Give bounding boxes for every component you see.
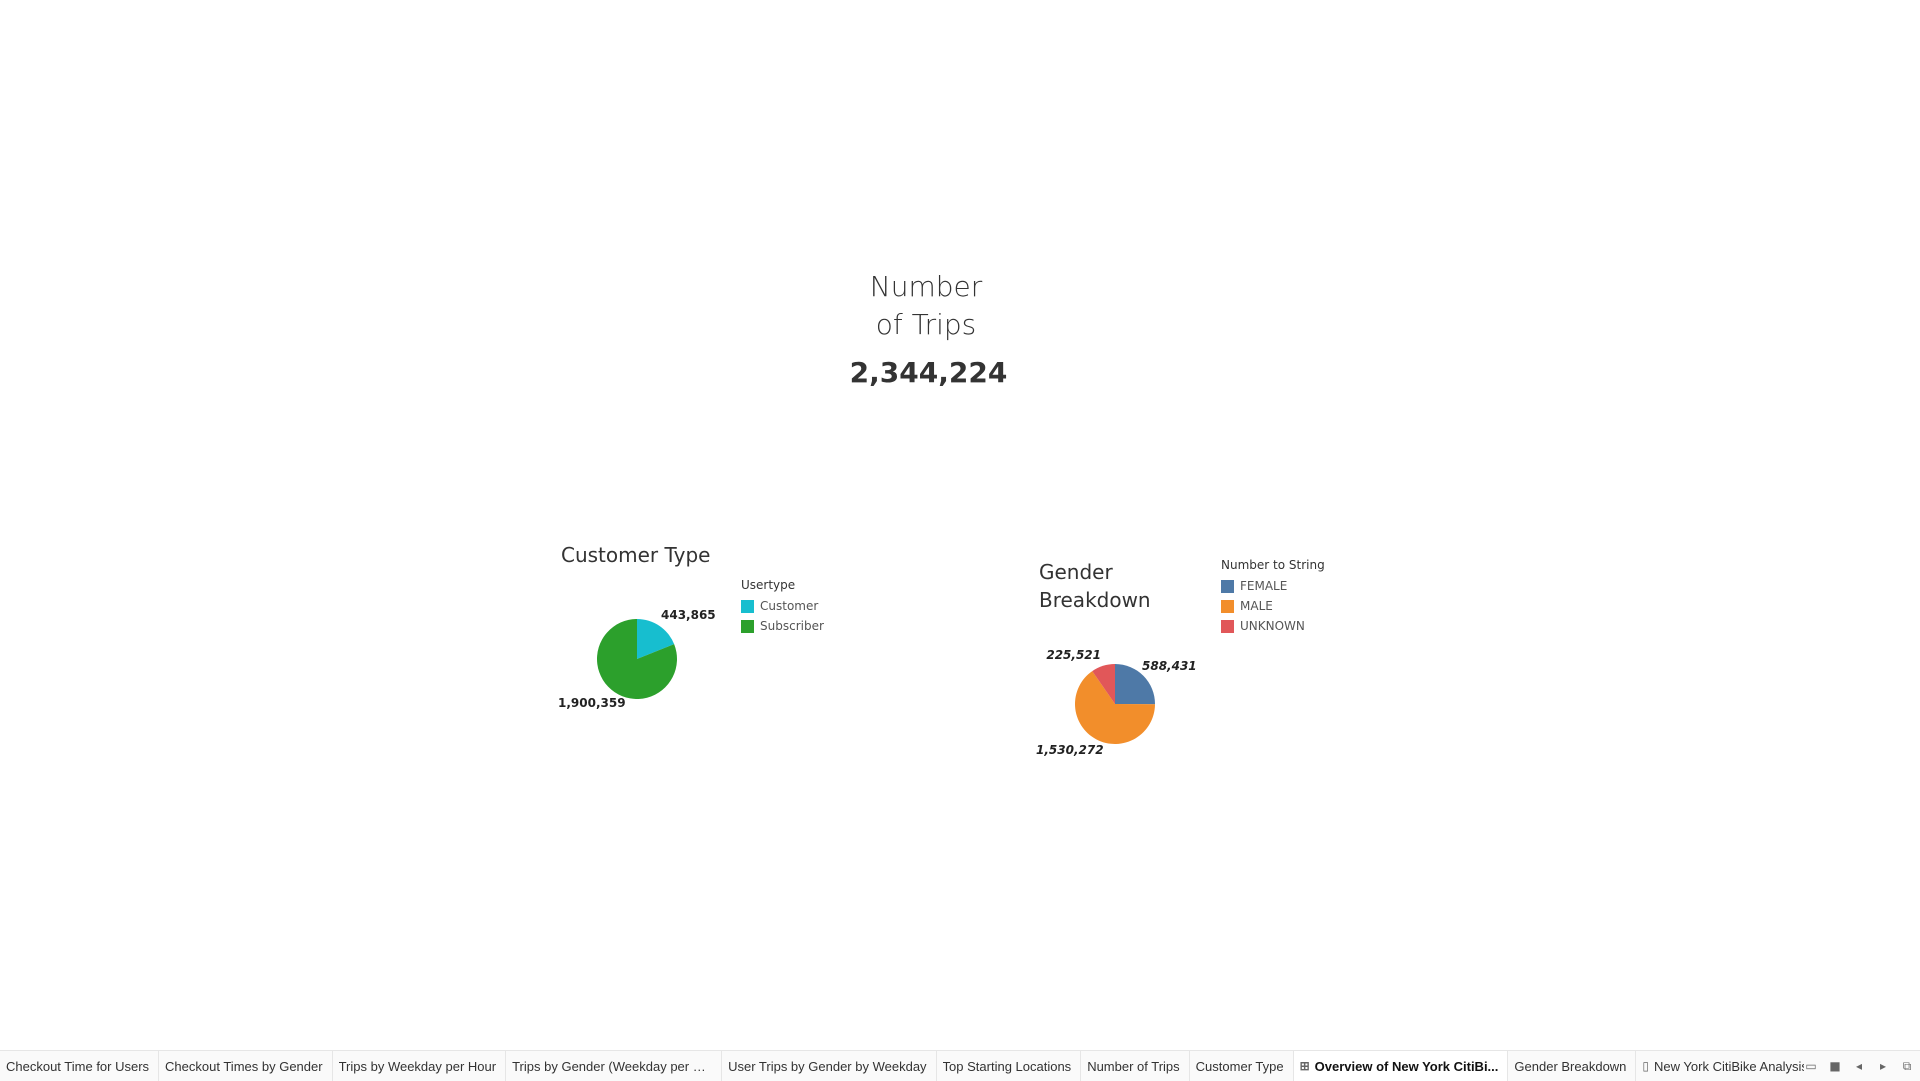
legend-label-unknown: UNKNOWN: [1240, 619, 1305, 633]
pie-slice-subscriber[interactable]: [597, 619, 678, 700]
pie-slice-male[interactable]: [1075, 671, 1155, 745]
tab-label: Overview of New York CitiBi...: [1314, 1058, 1499, 1074]
tab-overview-of-new-york-citibi[interactable]: ⊞ Overview of New York CitiBi...: [1293, 1051, 1509, 1081]
tab-label: Checkout Times by Gender: [165, 1058, 323, 1074]
tab-number-of-trips[interactable]: Number of Trips: [1081, 1051, 1190, 1081]
swatch-customer: [741, 599, 754, 613]
tab-label: Number of Trips: [1087, 1058, 1180, 1074]
sheet-tab-bar: Checkout Time for Users Checkout Times by…: [0, 1050, 1920, 1081]
usertype-legend[interactable]: Usertype Customer Subscriber: [741, 578, 824, 636]
presentation-mode-icon[interactable]: ⧉: [1902, 1058, 1912, 1073]
tab-trips-by-gender-weekday-per-h[interactable]: Trips by Gender (Weekday per H...: [506, 1051, 723, 1081]
tab-checkout-time-for-users[interactable]: Checkout Time for Users: [0, 1051, 160, 1081]
swatch-female: [1221, 579, 1234, 593]
swatch-unknown: [1221, 619, 1234, 633]
filmstrip-view-icon[interactable]: ▭: [1805, 1059, 1817, 1073]
gender-legend[interactable]: Number to String FEMALE MALE UNKNOWN: [1221, 558, 1325, 636]
tab-label: Trips by Gender (Weekday per H...: [512, 1058, 713, 1074]
tab-label: Trips by Weekday per Hour: [338, 1058, 497, 1074]
gender-legend-title: Number to String: [1221, 558, 1325, 572]
legend-item-female[interactable]: FEMALE: [1221, 576, 1325, 596]
usertype-legend-title: Usertype: [741, 578, 796, 592]
story-icon: ▯: [1642, 1059, 1650, 1073]
tab-label: New York CitiBike Analysis: [1654, 1058, 1808, 1074]
pie-slice-customer[interactable]: [637, 619, 675, 659]
data-label-unknown: 225,521: [1046, 648, 1101, 662]
tab-new-york-citibike-analysis[interactable]: ▯ New York CitiBike Analysis: [1636, 1051, 1818, 1081]
dashboard-icon: ⊞: [1299, 1059, 1310, 1073]
kpi-value: 2,344,224: [849, 356, 1008, 389]
legend-item-male[interactable]: MALE: [1221, 596, 1325, 616]
data-label-subscriber: 1,900,359: [558, 696, 626, 710]
legend-item-unknown[interactable]: UNKNOWN: [1221, 616, 1325, 636]
tab-checkout-times-by-gender[interactable]: Checkout Times by Gender: [159, 1051, 333, 1081]
tab-customer-type[interactable]: Customer Type: [1190, 1051, 1294, 1081]
legend-label-female: FEMALE: [1240, 579, 1288, 593]
customer-type-pie[interactable]: 443,865 1,900,359: [540, 600, 740, 720]
legend-label-male: MALE: [1240, 599, 1273, 613]
legend-item-subscriber[interactable]: Subscriber: [741, 616, 824, 636]
kpi-title: Number of Trips: [776, 268, 1076, 344]
tab-top-starting-locations[interactable]: Top Starting Locations: [937, 1051, 1082, 1081]
tab-nav-controls: ▭ ■ ◂ ▸ ⧉: [1804, 1051, 1920, 1081]
legend-label-customer: Customer: [760, 599, 819, 613]
tab-label: Gender Breakdown: [1514, 1058, 1627, 1074]
data-label-customer: 443,865: [661, 608, 716, 622]
tab-label: User Trips by Gender by Weekday: [728, 1058, 927, 1074]
pie-slice-female[interactable]: [1115, 664, 1155, 705]
tab-gender-breakdown[interactable]: Gender Breakdown: [1508, 1051, 1637, 1081]
pie-slice-unknown[interactable]: [1092, 664, 1115, 704]
legend-item-customer[interactable]: Customer: [741, 596, 824, 616]
data-label-male: 1,530,272: [1036, 743, 1104, 757]
customer-type-title: Customer Type: [561, 543, 711, 567]
data-label-female: 588,431: [1142, 659, 1197, 673]
legend-label-subscriber: Subscriber: [760, 619, 824, 633]
scroll-left-icon[interactable]: ◂: [1855, 1059, 1863, 1073]
gender-breakdown-title: Gender Breakdown: [1039, 560, 1151, 612]
kpi-title-line2: of Trips: [875, 308, 977, 341]
tab-label: Top Starting Locations: [942, 1058, 1072, 1074]
tab-trips-by-weekday-per-hour[interactable]: Trips by Weekday per Hour: [333, 1051, 507, 1081]
gender-breakdown-pie[interactable]: 588,431 1,530,272 225,521: [1020, 640, 1220, 760]
swatch-male: [1221, 599, 1234, 613]
tab-user-trips-by-gender-by-weekday[interactable]: User Trips by Gender by Weekday: [722, 1051, 937, 1081]
tab-label: Customer Type: [1195, 1058, 1284, 1074]
tab-label: Checkout Time for Users: [6, 1058, 150, 1074]
show-sheets-icon[interactable]: ■: [1829, 1059, 1841, 1073]
swatch-subscriber: [741, 619, 754, 633]
kpi-title-line1: Number: [869, 270, 983, 303]
scroll-right-icon[interactable]: ▸: [1879, 1059, 1887, 1073]
